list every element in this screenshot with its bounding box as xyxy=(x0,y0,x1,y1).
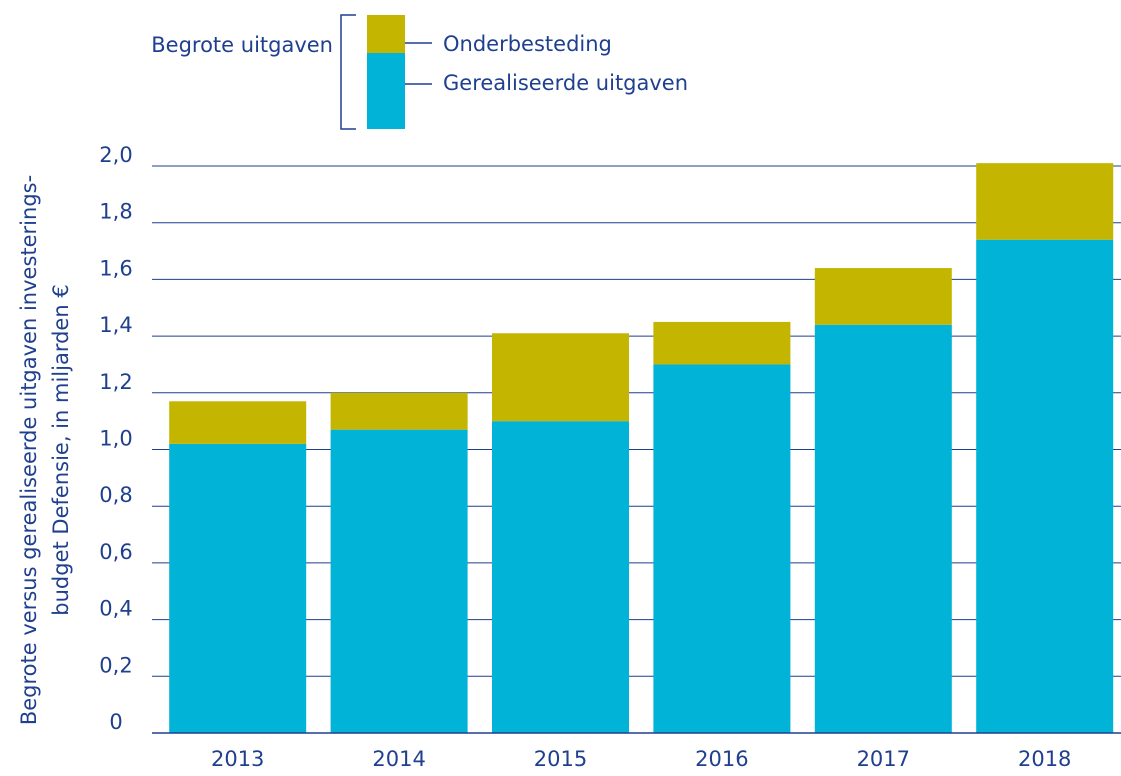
bar-segment xyxy=(814,268,952,325)
x-tick-label: 2013 xyxy=(211,747,264,771)
bar-segment xyxy=(976,239,1114,733)
bar-segment xyxy=(976,163,1114,240)
legend-label: Onderbesteding xyxy=(443,32,612,56)
legend-swatch xyxy=(367,15,405,53)
bar-segment xyxy=(169,443,307,733)
y-tick-label: 1,2 xyxy=(99,370,132,394)
legend: Begrote uitgaven Onderbesteding Gerealis… xyxy=(151,14,688,130)
bar-segment xyxy=(330,392,468,430)
x-tick-label: 2017 xyxy=(857,747,910,771)
x-tick-label: 2014 xyxy=(372,747,425,771)
y-tick-label: 0,6 xyxy=(99,540,132,564)
bar-segment xyxy=(814,324,952,733)
legend-bracket xyxy=(340,14,356,130)
y-tick-label: 1,8 xyxy=(99,200,132,224)
y-tick-label: 0,8 xyxy=(99,483,132,507)
bar-segment xyxy=(330,429,468,733)
bar-segment xyxy=(492,421,629,733)
y-tick-label: 1,4 xyxy=(99,313,132,337)
legend-label: Gerealiseerde uitgaven xyxy=(443,71,688,95)
y-tick-label: 1,0 xyxy=(99,427,132,451)
x-tick-label: 2016 xyxy=(695,747,748,771)
y-tick-label: 0 xyxy=(109,710,122,734)
y-axis-label: Begrote versus gerealiseerde uitgaven in… xyxy=(17,175,41,725)
legend-swatch xyxy=(367,53,405,129)
y-tick-label: 2,0 xyxy=(99,143,132,167)
legend-group-label: Begrote uitgaven xyxy=(151,33,333,57)
y-tick-label: 1,6 xyxy=(99,256,132,280)
y-tick-label: 0,2 xyxy=(99,653,132,677)
bar-segment xyxy=(492,333,629,422)
x-tick-label: 2018 xyxy=(1018,747,1071,771)
x-tick-label: 2015 xyxy=(534,747,587,771)
y-axis-label: budget Defensie, in miljarden € xyxy=(49,284,73,615)
bar-segment xyxy=(653,321,791,365)
y-tick-label: 0,4 xyxy=(99,597,132,621)
bar-segment xyxy=(653,364,791,733)
bar-segment xyxy=(169,401,307,444)
